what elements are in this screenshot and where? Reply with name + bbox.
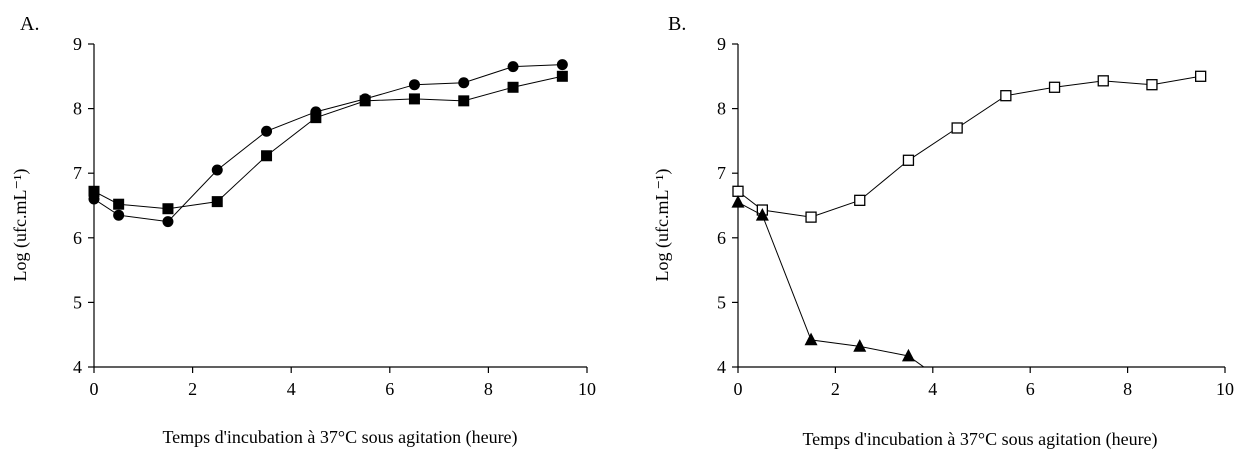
y-tick-label-b-4: 8 [717,99,726,119]
point-a-1-3 [211,196,223,208]
x-tick-label-b-0: 0 [734,379,743,399]
panel-label-a: A. [20,13,39,35]
point-a-1-7 [408,93,420,105]
x-tick-label-a-5: 10 [578,379,596,399]
y-tick-label-b-5: 9 [717,34,726,54]
x-tick-label-a-1: 2 [188,379,197,399]
point-b-0-6 [1000,90,1012,102]
x-tick-label-a-2: 4 [287,379,296,399]
y-tick-label-b-3: 7 [717,163,726,183]
y-tick-label-b-2: 6 [717,228,726,248]
point-b-1-0 [731,195,745,208]
x-tick-label-a-0: 0 [90,379,99,399]
point-b-0-2 [805,211,817,223]
y-tick-label-a-4: 8 [73,99,82,119]
y-tick-label-b-1: 5 [717,292,726,312]
point-b-0-9 [1146,79,1158,91]
point-a-0-8 [458,77,470,89]
point-b-0-0 [732,185,744,197]
x-tick-label-a-3: 6 [385,379,394,399]
panel-label-b: B. [668,13,686,35]
x-tick-label-b-4: 8 [1123,379,1132,399]
point-b-1-3 [853,339,867,352]
point-a-1-5 [310,112,322,124]
y-tick-label-a-5: 9 [73,34,82,54]
point-a-1-6 [359,95,371,107]
x-tick-label-b-1: 2 [831,379,840,399]
point-a-0-3 [211,164,223,176]
x-axis-title-b: Temps d'incubation à 37°C sous agitation… [802,429,1157,450]
x-tick-label-b-5: 10 [1216,379,1234,399]
point-a-0-7 [408,79,420,91]
point-b-0-7 [1048,81,1061,93]
series-line-a-1 [94,75,563,210]
point-b-0-3 [854,194,866,206]
y-tick-label-b-0: 4 [717,357,726,377]
point-a-0-4 [261,125,273,137]
point-b-0-8 [1097,75,1109,87]
point-b-0-10 [1195,70,1207,82]
point-b-1-2 [804,332,818,346]
point-a-0-2 [162,216,174,228]
x-tick-label-b-2: 4 [928,379,937,399]
y-axis-title-a: Log (ufc.mL⁻¹) [10,169,31,282]
marks-a [88,59,568,228]
point-b-1-4 [901,348,915,362]
axes-a: 4 5 6 7 8 9 0 2 4 6 8 10 [73,34,596,399]
marks-b [731,70,1207,367]
series-line-b-1 [738,201,925,367]
point-a-1-1 [113,198,125,210]
point-b-0-4 [902,154,915,166]
point-b-1-1 [755,207,769,221]
y-tick-label-a-2: 6 [73,228,82,248]
y-axis-title-b: Log (ufc.mL⁻¹) [652,169,673,282]
y-tick-label-a-0: 4 [73,357,82,377]
x-tick-label-b-3: 6 [1026,379,1035,399]
point-a-1-9 [507,81,519,93]
point-b-0-5 [951,122,963,134]
point-a-0-1 [113,209,125,221]
point-a-1-10 [556,70,568,82]
series-line-b-0 [738,75,1201,218]
chart-panel-b: B. Temps d'incubation à 37°C sous agitat… [652,13,1234,450]
point-a-1-8 [458,95,470,107]
y-tick-label-a-3: 7 [73,163,82,183]
series-line-a-0 [94,64,563,223]
y-tick-label-a-1: 5 [73,292,82,312]
chart-panel-a: A. Temps d'incubation à 37°C sous agitat… [10,13,596,448]
point-a-0-9 [507,61,519,73]
point-a-0-10 [556,59,568,71]
point-a-1-4 [261,150,273,162]
point-a-1-0 [88,185,100,197]
x-tick-label-a-4: 8 [484,379,493,399]
point-a-1-2 [162,203,174,215]
x-axis-title-a: Temps d'incubation à 37°C sous agitation… [162,427,517,448]
